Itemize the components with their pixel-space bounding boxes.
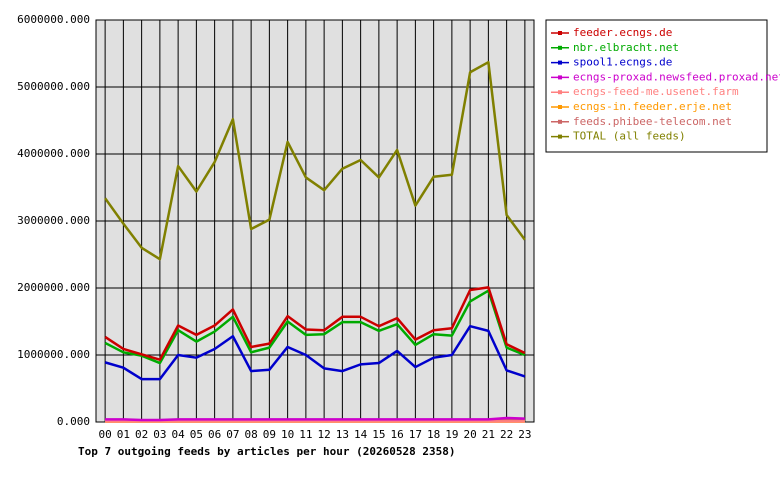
x-tick-label: 12	[318, 428, 331, 441]
x-tick-label: 02	[135, 428, 148, 441]
x-tick-label: 16	[391, 428, 404, 441]
x-tick-label: 17	[409, 428, 422, 441]
y-tick-label: 4000000.000	[17, 147, 90, 160]
y-tick-label: 1000000.000	[17, 348, 90, 361]
x-tick-label: 03	[153, 428, 166, 441]
legend-label: ecngs-feed-me.usenet.farm	[573, 85, 739, 98]
legend-marker	[558, 45, 562, 50]
series-line	[104, 286, 526, 361]
legend-marker	[558, 75, 562, 80]
x-tick-label: 19	[445, 428, 458, 441]
series-line	[104, 324, 526, 381]
legend-marker	[558, 119, 562, 124]
legend-marker	[558, 60, 562, 65]
x-tick-label: 04	[172, 428, 186, 441]
legend-label: ecngs-proxad.newsfeed.proxad.net	[573, 70, 780, 83]
legend-marker	[558, 134, 562, 139]
chart-title: Top 7 outgoing feeds by articles per hou…	[78, 445, 456, 458]
legend-label: nbr.elbracht.net	[573, 41, 679, 54]
x-tick-label: 08	[245, 428, 258, 441]
y-tick-label: 2000000.000	[17, 281, 90, 294]
series-line	[104, 60, 526, 261]
x-tick-label: 01	[117, 428, 130, 441]
x-tick-label: 20	[464, 428, 477, 441]
legend-label: ecngs-in.feeder.erje.net	[573, 100, 732, 113]
legend-label: spool1.ecngs.de	[573, 56, 672, 69]
x-tick-label: 09	[263, 428, 276, 441]
x-tick-label: 10	[281, 428, 294, 441]
legend-label: feeds.phibee-telecom.net	[573, 115, 732, 128]
y-tick-label: 0.000	[57, 415, 90, 428]
legend-marker	[558, 90, 562, 95]
legend-marker	[558, 31, 562, 35]
x-tick-label: 06	[208, 428, 221, 441]
x-tick-label: 14	[354, 428, 368, 441]
legend-box	[545, 19, 768, 153]
series-line	[105, 416, 525, 422]
x-tick-label: 00	[99, 428, 112, 441]
x-tick-label: 05	[190, 428, 203, 441]
y-tick-label: 5000000.000	[17, 80, 90, 93]
x-tick-label: 21	[482, 428, 495, 441]
legend-label: feeder.ecngs.de	[573, 26, 672, 39]
y-tick-label: 6000000.000	[17, 13, 90, 26]
x-tick-label: 13	[336, 428, 349, 441]
x-tick-label: 11	[299, 428, 312, 441]
y-tick-label: 3000000.000	[17, 214, 90, 227]
x-tick-label: 22	[500, 428, 513, 441]
legend-marker	[558, 105, 562, 109]
legend-label: TOTAL (all feeds)	[573, 130, 686, 143]
x-tick-label: 15	[372, 428, 385, 441]
x-tick-label: 18	[427, 428, 440, 441]
x-tick-label: 07	[226, 428, 239, 441]
series-line	[104, 289, 526, 365]
x-tick-label: 23	[518, 428, 531, 441]
